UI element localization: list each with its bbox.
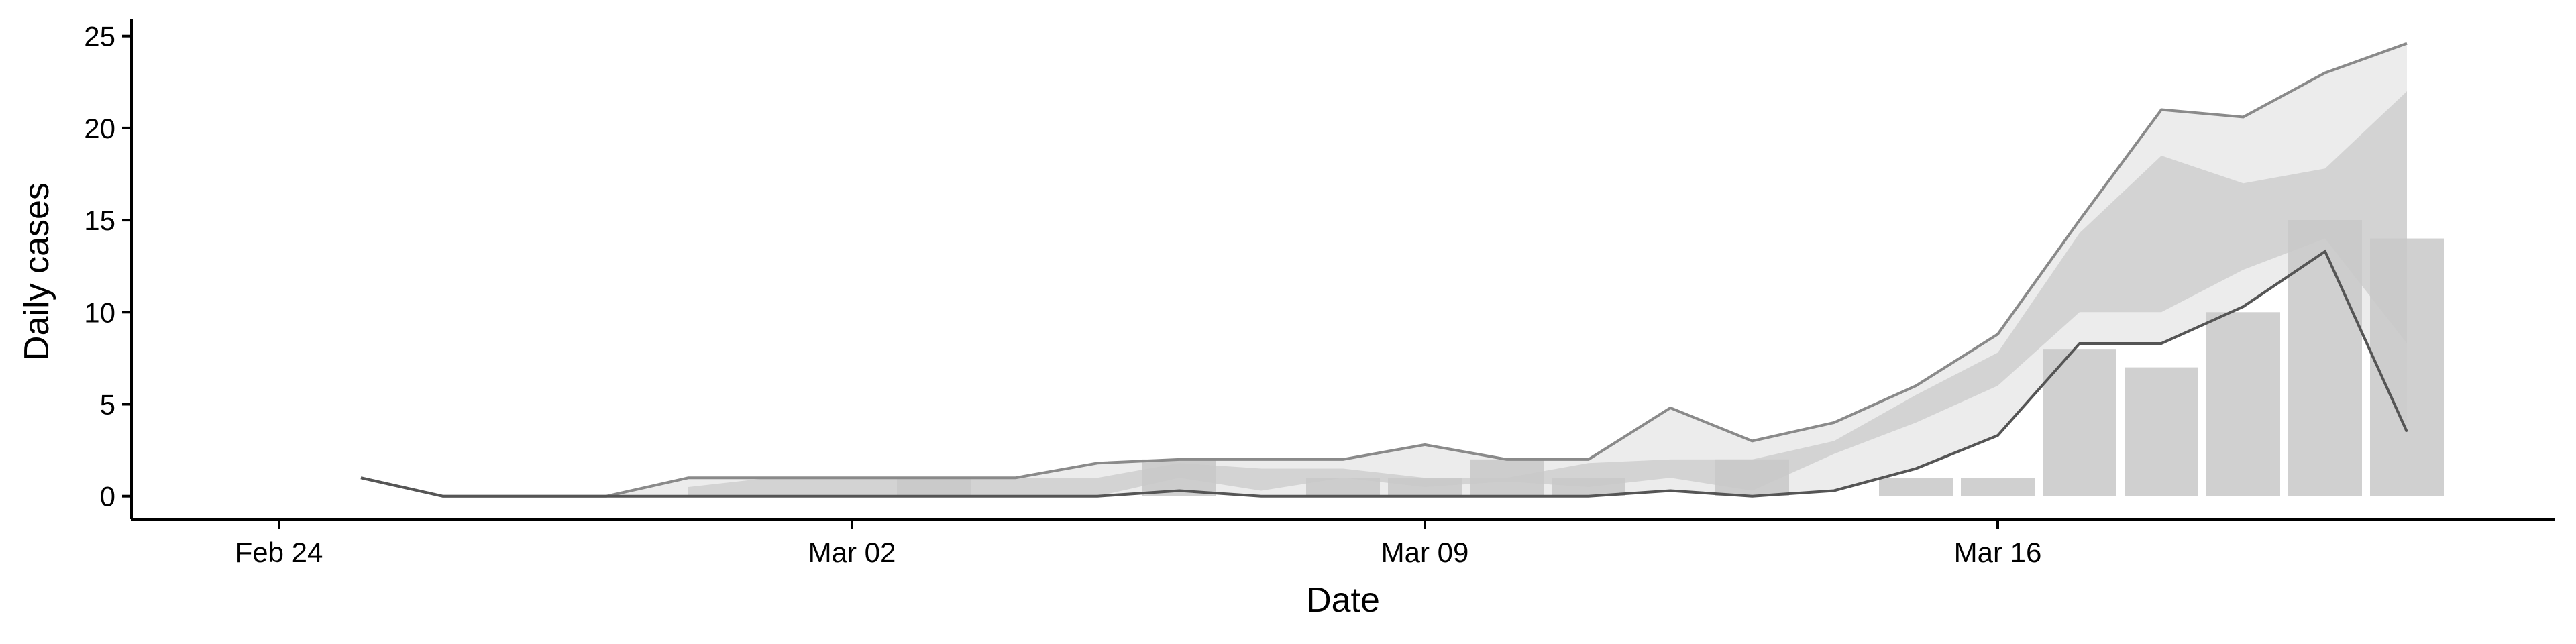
y-tick-label: 0 <box>100 481 115 513</box>
line <box>360 42 2408 498</box>
bar <box>897 478 971 496</box>
y-tick-label: 25 <box>84 21 115 52</box>
bar <box>1961 478 2035 496</box>
x-tick-label: Mar 02 <box>808 537 896 568</box>
x-tick-label: Feb 24 <box>235 537 323 568</box>
y-axis-title: Daily cases <box>17 182 56 361</box>
y-tick-label: 20 <box>84 113 115 144</box>
y-tick-label: 10 <box>84 297 115 328</box>
bar <box>2288 220 2362 496</box>
bar <box>2370 238 2444 496</box>
bar <box>2125 367 2198 496</box>
bar <box>2206 312 2280 496</box>
x-axis-title: Date <box>1306 581 1380 620</box>
bar <box>1388 478 1462 496</box>
x-tick-label: Mar 09 <box>1381 537 1469 568</box>
x-tick-label: Mar 16 <box>1954 537 2042 568</box>
y-tick-label: 15 <box>84 205 115 236</box>
y-tick-label: 5 <box>100 388 115 420</box>
bar <box>1715 459 1789 496</box>
bar <box>1306 478 1380 496</box>
line <box>360 249 2408 498</box>
bar <box>1552 478 1625 496</box>
bar <box>2043 349 2116 496</box>
bar <box>1470 459 1544 496</box>
bar <box>1879 478 1953 496</box>
inner-ribbon <box>688 91 2407 496</box>
